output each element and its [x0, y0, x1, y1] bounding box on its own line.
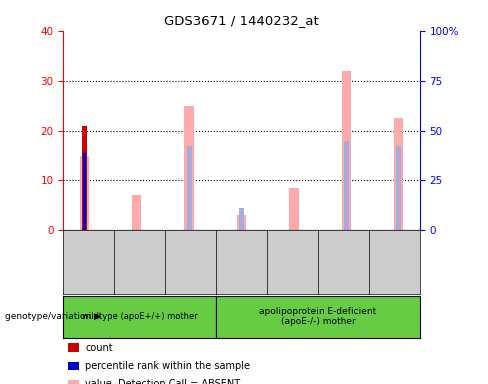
Bar	[396, 146, 402, 230]
Bar	[344, 141, 349, 230]
Bar	[237, 215, 246, 230]
Bar	[81, 126, 87, 230]
Bar	[186, 146, 192, 230]
Bar	[184, 106, 194, 230]
Bar	[80, 156, 89, 230]
Text: apolipoprotein E-deficient
(apoE-/-) mother: apolipoprotein E-deficient (apoE-/-) mot…	[259, 307, 377, 326]
Bar	[83, 153, 86, 230]
Bar	[132, 195, 142, 230]
Text: percentile rank within the sample: percentile rank within the sample	[85, 361, 250, 371]
Bar	[239, 208, 244, 230]
Text: count: count	[85, 343, 113, 353]
Bar	[289, 188, 299, 230]
Bar	[342, 71, 351, 230]
Bar	[394, 118, 404, 230]
Text: wildtype (apoE+/+) mother: wildtype (apoE+/+) mother	[82, 312, 198, 321]
Text: value, Detection Call = ABSENT: value, Detection Call = ABSENT	[85, 379, 241, 384]
Text: genotype/variation ▶: genotype/variation ▶	[5, 312, 101, 321]
Title: GDS3671 / 1440232_at: GDS3671 / 1440232_at	[164, 14, 319, 27]
